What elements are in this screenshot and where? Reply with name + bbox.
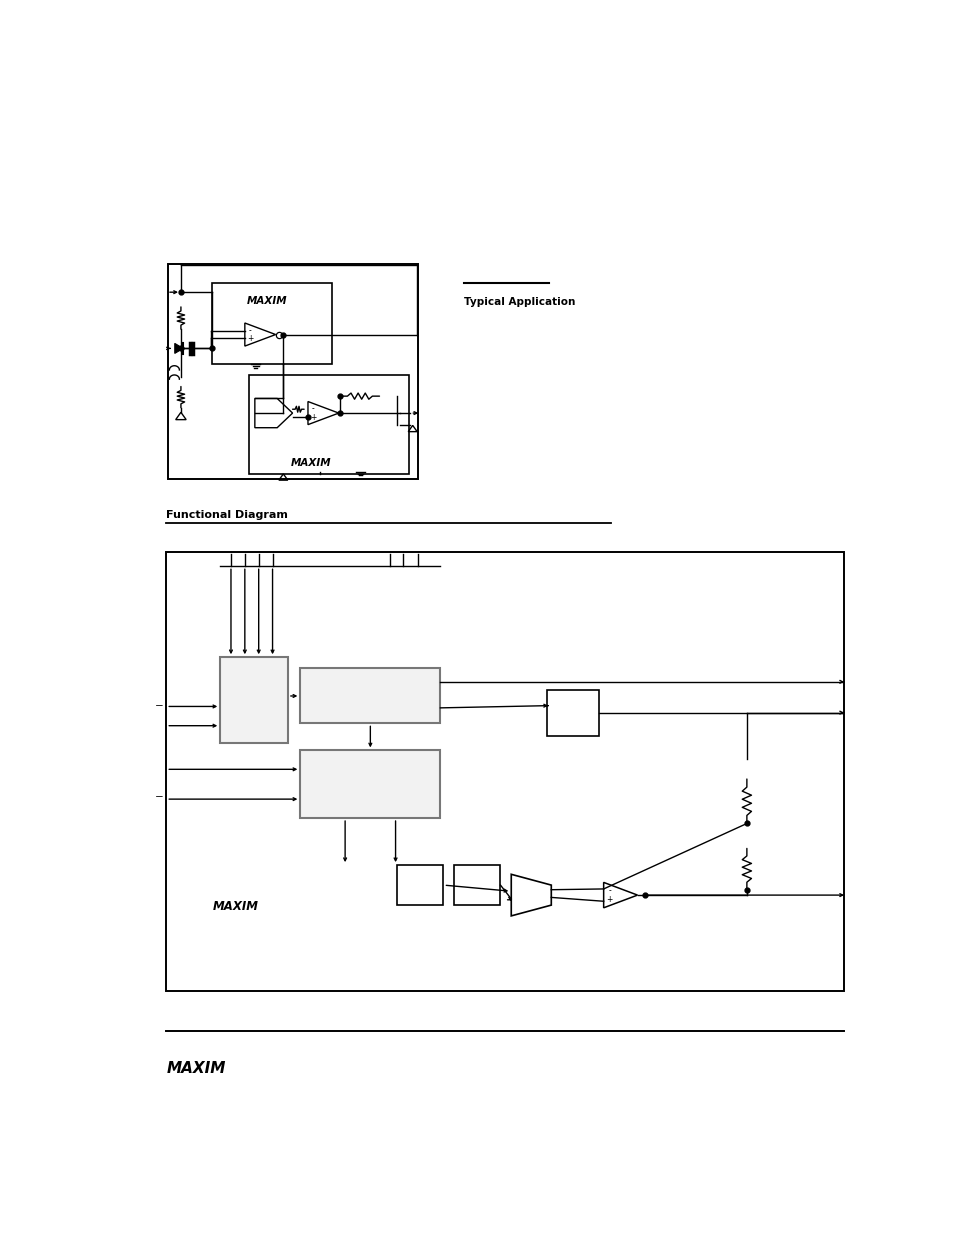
Text: MAXIM: MAXIM: [213, 900, 258, 913]
Text: Functional Diagram: Functional Diagram: [166, 510, 288, 520]
Bar: [300, 668, 440, 724]
Text: Typical Application: Typical Application: [464, 296, 575, 306]
Text: MAXIM: MAXIM: [166, 1061, 226, 1076]
Text: +: +: [247, 335, 253, 343]
Bar: [300, 751, 440, 818]
Text: -: -: [608, 885, 610, 895]
Text: -: -: [312, 404, 314, 414]
Text: MAXIM: MAXIM: [247, 296, 288, 306]
Bar: [546, 689, 598, 736]
Text: +: +: [310, 412, 316, 422]
Bar: [249, 375, 409, 474]
Bar: [168, 264, 417, 479]
Text: −: −: [241, 562, 249, 572]
Polygon shape: [174, 343, 183, 353]
Text: -: -: [249, 326, 252, 335]
Bar: [220, 657, 288, 743]
Bar: [396, 864, 443, 905]
Text: −: −: [154, 701, 163, 711]
Text: MAXIM: MAXIM: [291, 458, 332, 468]
Text: +: +: [606, 895, 612, 904]
Bar: [454, 864, 500, 905]
Text: −: −: [154, 793, 163, 803]
Bar: [166, 552, 843, 992]
Bar: [213, 283, 332, 364]
